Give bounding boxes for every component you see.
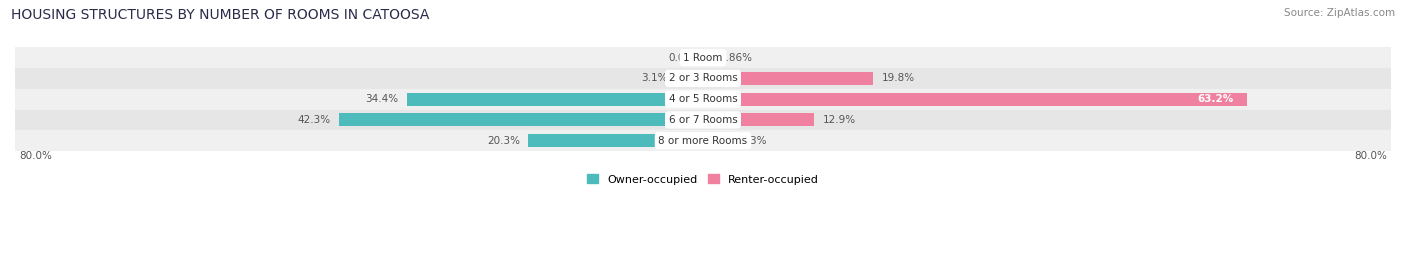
Text: 63.2%: 63.2% [1198, 94, 1233, 104]
Bar [703, 134, 731, 147]
Text: 12.9%: 12.9% [823, 115, 856, 125]
Text: 3.1%: 3.1% [641, 73, 668, 83]
Text: 8 or more Rooms: 8 or more Rooms [658, 136, 748, 146]
Bar [15, 89, 1391, 109]
Legend: Owner-occupied, Renter-occupied: Owner-occupied, Renter-occupied [582, 170, 824, 189]
Text: 20.3%: 20.3% [486, 136, 520, 146]
Text: 80.0%: 80.0% [1354, 151, 1386, 161]
Bar [676, 72, 703, 85]
Text: 34.4%: 34.4% [366, 94, 398, 104]
Bar [703, 51, 710, 64]
Text: 4 or 5 Rooms: 4 or 5 Rooms [669, 94, 737, 104]
Bar [703, 93, 1247, 106]
Text: Source: ZipAtlas.com: Source: ZipAtlas.com [1284, 8, 1395, 18]
Text: 0.86%: 0.86% [718, 53, 752, 63]
Text: 0.0%: 0.0% [668, 53, 695, 63]
Bar [529, 134, 703, 147]
Text: 3.3%: 3.3% [740, 136, 766, 146]
Text: HOUSING STRUCTURES BY NUMBER OF ROOMS IN CATOOSA: HOUSING STRUCTURES BY NUMBER OF ROOMS IN… [11, 8, 430, 22]
Text: 42.3%: 42.3% [298, 115, 330, 125]
Bar [15, 68, 1391, 89]
Bar [15, 109, 1391, 130]
Text: 2 or 3 Rooms: 2 or 3 Rooms [669, 73, 737, 83]
Text: 6 or 7 Rooms: 6 or 7 Rooms [669, 115, 737, 125]
Text: 19.8%: 19.8% [882, 73, 915, 83]
Text: 80.0%: 80.0% [20, 151, 52, 161]
Bar [15, 130, 1391, 151]
Bar [703, 114, 814, 126]
Bar [339, 114, 703, 126]
Bar [408, 93, 703, 106]
Text: 1 Room: 1 Room [683, 53, 723, 63]
Bar [15, 47, 1391, 68]
Bar [703, 72, 873, 85]
